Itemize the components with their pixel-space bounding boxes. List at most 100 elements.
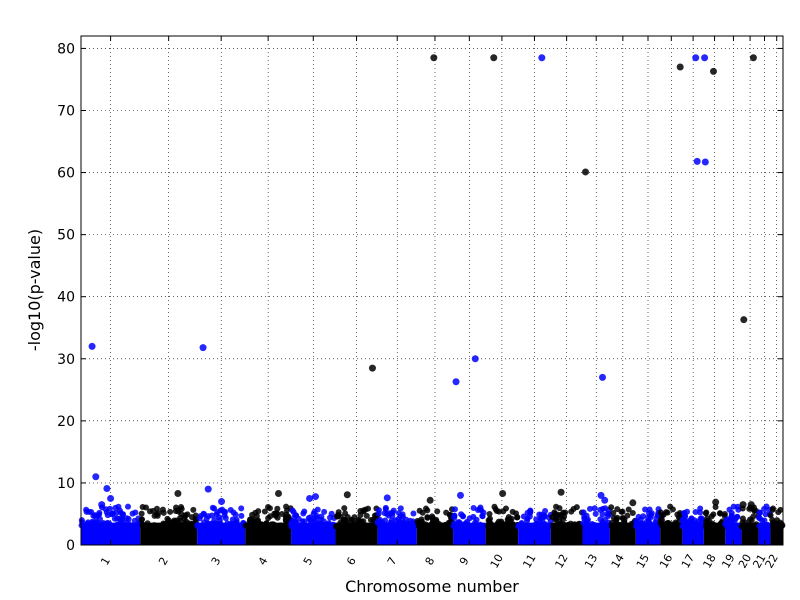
snp-point [493, 507, 500, 514]
snp-point [158, 522, 165, 529]
snp-point [258, 521, 265, 528]
snp-point [388, 517, 395, 524]
significant-snp-point [107, 494, 115, 502]
snp-point [661, 521, 668, 528]
snp-point [410, 518, 417, 525]
chromosome-label: 20 [736, 552, 754, 571]
snp-point [167, 508, 174, 515]
snp-point [397, 505, 404, 512]
snp-point [253, 523, 260, 530]
snp-point [704, 515, 711, 522]
snp-point [670, 523, 677, 530]
snp-point [660, 511, 667, 518]
snp-point [514, 514, 521, 521]
snp-point [551, 509, 558, 516]
snp-point [520, 513, 527, 520]
snp-point [523, 522, 530, 529]
y-tick-label: 20 [57, 414, 75, 430]
y-axis-title: -log10(p-value) [25, 229, 44, 351]
significant-snp-point [538, 54, 546, 62]
snp-point [732, 523, 739, 530]
snp-point [679, 517, 686, 524]
snp-point [245, 523, 252, 530]
snp-point [580, 509, 587, 516]
snp-point [702, 510, 709, 517]
snp-point [744, 522, 751, 529]
snp-point [229, 523, 236, 530]
snp-point [416, 507, 423, 514]
snp-point [247, 517, 254, 524]
snp-point [710, 511, 717, 518]
snp-point [570, 505, 577, 512]
snp-point [342, 510, 349, 517]
y-tick-label: 70 [57, 103, 75, 119]
significant-snp-point [92, 473, 100, 481]
snp-point [114, 521, 121, 528]
snp-point [282, 521, 289, 528]
snp-point [301, 508, 308, 515]
x-axis-title: Chromosome number [345, 577, 519, 596]
snp-point [215, 521, 222, 528]
snp-point [739, 515, 746, 522]
snp-point [619, 508, 626, 515]
snp-point [116, 507, 123, 514]
snp-point [222, 508, 229, 515]
significant-snp-point [490, 54, 498, 62]
snp-point [505, 523, 512, 530]
snp-point [255, 508, 262, 515]
significant-snp-point [471, 355, 479, 363]
snp-point [344, 519, 351, 526]
significant-snp-point [747, 501, 755, 509]
significant-snp-point [103, 485, 111, 493]
snp-point [523, 517, 530, 524]
chromosome-label: 17 [679, 552, 697, 571]
chromosome-label: 16 [657, 552, 675, 571]
snp-point [470, 523, 477, 530]
significant-snp-point [456, 491, 464, 499]
snp-point [173, 504, 180, 511]
snp-point [125, 503, 132, 510]
snp-point [185, 523, 192, 530]
snp-point [533, 516, 540, 523]
significant-snp-point [629, 499, 637, 507]
significant-snp-point [98, 501, 106, 509]
snp-point [174, 523, 181, 530]
snp-point [189, 521, 196, 528]
snp-point [679, 523, 686, 530]
snp-point [728, 509, 735, 516]
snp-point [584, 516, 591, 523]
snp-point [474, 507, 481, 514]
snp-point [459, 513, 466, 520]
snp-point [365, 523, 372, 530]
snp-point [318, 522, 325, 529]
snp-point [132, 509, 139, 516]
snp-point [509, 508, 516, 515]
snp-point [591, 505, 598, 512]
snp-point [125, 522, 132, 529]
snp-point [434, 508, 441, 515]
snp-point [151, 512, 158, 519]
snp-point [424, 514, 431, 521]
snp-point [401, 523, 408, 530]
snp-point [197, 523, 204, 530]
snp-point [587, 505, 594, 512]
background-snp-points [78, 503, 786, 545]
snp-point [609, 519, 616, 526]
significant-snp-point [701, 54, 709, 62]
snp-point [282, 514, 289, 521]
significant-snp-point [204, 485, 212, 493]
snp-point [681, 512, 688, 519]
y-tick-label: 80 [57, 41, 75, 57]
significant-snp-point [218, 498, 226, 506]
chromosome-label: 22 [763, 552, 781, 571]
chromosome-label: 10 [488, 552, 506, 571]
significant-snp-point [581, 168, 589, 176]
snp-point [132, 522, 139, 529]
snp-point [293, 512, 300, 519]
snp-point [393, 522, 400, 529]
snp-point [227, 507, 234, 514]
snp-point [778, 523, 785, 530]
snp-point [592, 510, 599, 517]
